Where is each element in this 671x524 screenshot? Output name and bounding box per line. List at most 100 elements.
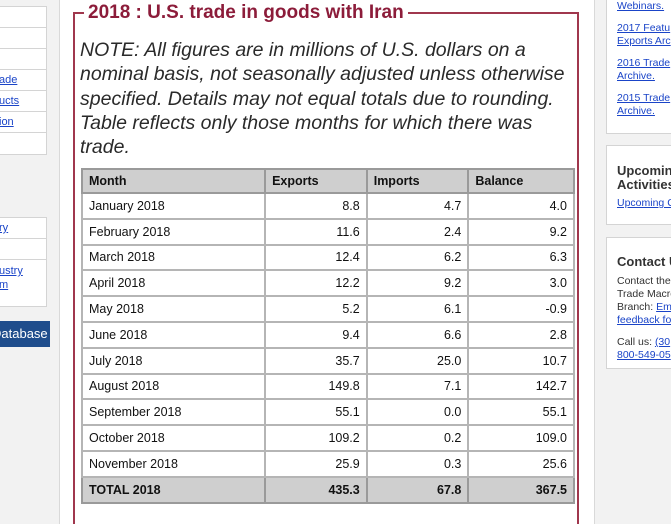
call-us-line: Call us: (30 xyxy=(617,336,671,349)
featured-link-2017[interactable]: 2017 Featu xyxy=(617,22,671,34)
left-nav-item[interactable]: ade xyxy=(0,70,46,91)
trade-archive-link-2016-line2[interactable]: Archive. xyxy=(617,70,655,82)
table-row: April 2018 12.2 9.2 3.0 xyxy=(80,269,575,298)
phone-link[interactable]: (30 xyxy=(654,336,671,348)
balance-cell: 6.3 xyxy=(467,243,575,272)
balance-cell: 25.6 xyxy=(467,449,575,478)
table-row: August 2018 149.8 7.1 142.7 xyxy=(80,372,575,401)
database-button[interactable]: Database xyxy=(0,321,50,347)
page-title: 2018 : U.S. trade in goods with Iran xyxy=(84,2,408,24)
table-row: May 2018 5.2 6.1 -0.9 xyxy=(80,295,575,323)
left-nav-link[interactable]: ade xyxy=(0,74,18,86)
left-nav-link[interactable]: ustry m xyxy=(0,265,23,291)
left-nav-item[interactable]: ustry m xyxy=(0,260,46,306)
month-cell: February 2018 xyxy=(80,217,267,246)
table-row: November 2018 25.9 0.3 25.6 xyxy=(80,449,575,478)
exports-cell: 55.1 xyxy=(264,398,368,427)
exports-cell: 35.7 xyxy=(264,346,368,375)
left-nav-box-2: ry ustry m xyxy=(0,217,47,307)
email-link[interactable]: Ema xyxy=(656,301,671,313)
contact-box: Contact U Contact the Trade Macro Branch… xyxy=(606,237,671,369)
upcoming-heading: Upcomin xyxy=(617,164,671,178)
table-row: March 2018 12.4 6.2 6.3 xyxy=(80,243,575,272)
balance-cell: -0.9 xyxy=(467,295,575,323)
trade-archive-link-2016[interactable]: 2016 Trade xyxy=(617,57,671,69)
call-us-label: Call us: xyxy=(617,336,655,348)
table-row: January 2018 8.8 4.7 4.0 xyxy=(80,192,575,220)
table-row: February 2018 11.6 2.4 9.2 xyxy=(80,217,575,246)
left-nav-link[interactable]: ion xyxy=(0,116,14,128)
trade-archive-link-2015[interactable]: 2015 Trade xyxy=(617,92,671,104)
right-links-box: Webinars. 2017 Featu Exports Arc 2016 Tr… xyxy=(606,0,671,134)
contact-text-line3: Branch: Ema xyxy=(617,301,671,314)
exports-cell: 25.9 xyxy=(264,449,368,478)
month-cell: September 2018 xyxy=(80,398,267,427)
left-nav-item[interactable] xyxy=(0,7,46,28)
webinars-link[interactable]: Webinars. xyxy=(617,0,665,12)
exports-cell: 9.4 xyxy=(264,320,368,349)
contact-branch-label: Branch: xyxy=(617,301,657,313)
imports-cell: 0.3 xyxy=(365,449,470,478)
contact-heading: Contact U xyxy=(617,255,671,269)
table-row: July 2018 35.7 25.0 10.7 xyxy=(80,346,575,375)
imports-cell: 9.2 xyxy=(365,269,470,298)
imports-cell: 0.0 xyxy=(365,398,470,427)
imports-cell: 7.1 xyxy=(365,372,470,401)
month-cell: July 2018 xyxy=(80,346,267,375)
total-label-cell: TOTAL 2018 xyxy=(80,475,267,504)
exports-cell: 8.8 xyxy=(264,192,368,220)
trade-table: Month Exports Imports Balance January 20… xyxy=(80,168,575,504)
exports-cell: 11.6 xyxy=(264,217,368,246)
database-button-label: Database xyxy=(0,326,48,341)
table-row: June 2018 9.4 6.6 2.8 xyxy=(80,320,575,349)
total-imports-cell: 67.8 xyxy=(365,475,470,504)
left-nav-box: ade ucts ion xyxy=(0,6,47,155)
imports-cell: 25.0 xyxy=(365,346,470,375)
month-cell: October 2018 xyxy=(80,424,267,452)
imports-cell: 6.2 xyxy=(365,243,470,272)
upcoming-activities-box: Upcomin Activities Upcoming C xyxy=(606,145,671,225)
column-header-imports: Imports xyxy=(365,168,470,194)
left-nav-link[interactable]: ucts xyxy=(0,95,20,107)
left-nav-item[interactable] xyxy=(0,133,46,154)
trade-fieldset: 2018 : U.S. trade in goods with Iran NOT… xyxy=(73,2,579,524)
featured-link-2017-line2[interactable]: Exports Arc xyxy=(617,35,671,47)
exports-cell: 109.2 xyxy=(264,424,368,452)
month-cell: March 2018 xyxy=(80,243,267,272)
imports-cell: 6.6 xyxy=(365,320,470,349)
table-row: October 2018 109.2 0.2 109.0 xyxy=(80,424,575,452)
balance-cell: 9.2 xyxy=(467,217,575,246)
total-exports-cell: 435.3 xyxy=(264,475,368,504)
left-sidebar: ade ucts ion ry ustry m Database xyxy=(0,0,50,524)
contact-text-line1: Contact the xyxy=(617,275,671,287)
balance-cell: 142.7 xyxy=(467,372,575,401)
table-header-row: Month Exports Imports Balance xyxy=(80,168,575,194)
column-header-month: Month xyxy=(80,168,267,194)
table-row: September 2018 55.1 0.0 55.1 xyxy=(80,398,575,427)
month-cell: November 2018 xyxy=(80,449,267,478)
month-cell: June 2018 xyxy=(80,320,267,349)
table-total-row: TOTAL 2018 435.3 67.8 367.5 xyxy=(80,475,575,504)
right-sidebar: Webinars. 2017 Featu Exports Arc 2016 Tr… xyxy=(606,0,671,524)
exports-cell: 12.2 xyxy=(264,269,368,298)
left-nav-item[interactable]: ion xyxy=(0,112,46,133)
upcoming-link[interactable]: Upcoming C xyxy=(617,197,671,209)
imports-cell: 4.7 xyxy=(365,192,470,220)
left-nav-item[interactable] xyxy=(0,239,46,260)
left-nav-item[interactable] xyxy=(0,49,46,70)
left-nav-item[interactable] xyxy=(0,28,46,49)
balance-cell: 10.7 xyxy=(467,346,575,375)
column-header-balance: Balance xyxy=(467,168,575,194)
contact-text-line2: Trade Macro xyxy=(617,288,671,300)
phone-link-2[interactable]: 800-549-05 xyxy=(617,349,671,361)
left-nav-link[interactable]: ry xyxy=(0,222,9,234)
left-nav-item[interactable]: ucts xyxy=(0,91,46,112)
balance-cell: 109.0 xyxy=(467,424,575,452)
exports-cell: 12.4 xyxy=(264,243,368,272)
feedback-link[interactable]: feedback fo xyxy=(617,314,671,326)
left-nav-item[interactable]: ry xyxy=(0,218,46,239)
trade-archive-link-2015-line2[interactable]: Archive. xyxy=(617,105,655,117)
month-cell: August 2018 xyxy=(80,372,267,401)
exports-cell: 5.2 xyxy=(264,295,368,323)
balance-cell: 55.1 xyxy=(467,398,575,427)
